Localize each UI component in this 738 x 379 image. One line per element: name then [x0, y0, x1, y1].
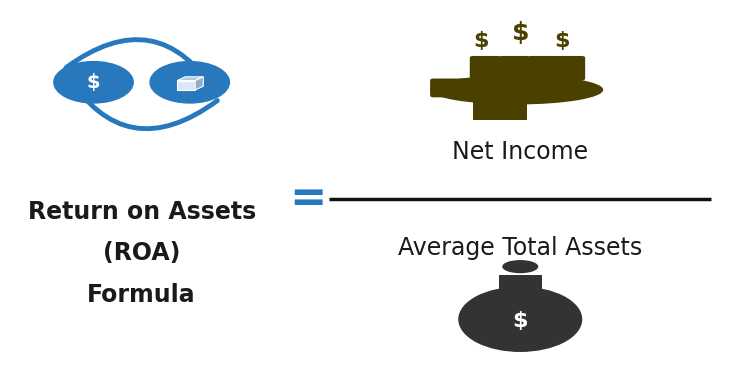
- Ellipse shape: [503, 260, 538, 273]
- Circle shape: [150, 61, 230, 103]
- FancyBboxPatch shape: [528, 56, 559, 80]
- Text: (ROA): (ROA): [103, 241, 180, 265]
- Ellipse shape: [430, 75, 603, 105]
- Text: $: $: [86, 73, 100, 92]
- Circle shape: [54, 61, 133, 103]
- FancyBboxPatch shape: [554, 56, 585, 80]
- Polygon shape: [177, 77, 203, 81]
- Text: Average Total Assets: Average Total Assets: [398, 236, 642, 260]
- FancyBboxPatch shape: [470, 56, 501, 80]
- Text: $: $: [554, 31, 570, 51]
- Polygon shape: [195, 77, 203, 90]
- Text: $: $: [511, 21, 529, 45]
- Text: =: =: [289, 177, 326, 221]
- Text: $: $: [512, 311, 528, 331]
- FancyBboxPatch shape: [499, 56, 530, 80]
- FancyBboxPatch shape: [473, 99, 528, 120]
- Polygon shape: [177, 81, 195, 90]
- Text: Return on Assets: Return on Assets: [27, 200, 256, 224]
- Text: $: $: [473, 31, 489, 51]
- FancyBboxPatch shape: [499, 275, 542, 289]
- Text: Formula: Formula: [87, 283, 196, 307]
- FancyBboxPatch shape: [430, 78, 473, 97]
- Text: Net Income: Net Income: [452, 140, 588, 164]
- Circle shape: [459, 287, 582, 351]
